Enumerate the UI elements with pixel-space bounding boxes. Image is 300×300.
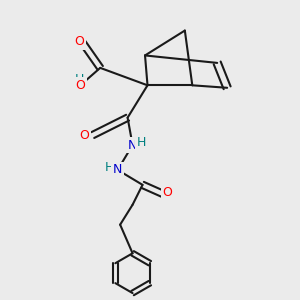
Text: O: O — [163, 186, 172, 199]
Text: O: O — [75, 79, 85, 92]
Text: H: H — [104, 161, 114, 174]
Text: N: N — [128, 139, 137, 152]
Text: N: N — [113, 164, 122, 176]
Text: O: O — [74, 35, 84, 48]
Text: H: H — [74, 73, 84, 85]
Text: H: H — [136, 136, 146, 149]
Text: O: O — [79, 129, 89, 142]
